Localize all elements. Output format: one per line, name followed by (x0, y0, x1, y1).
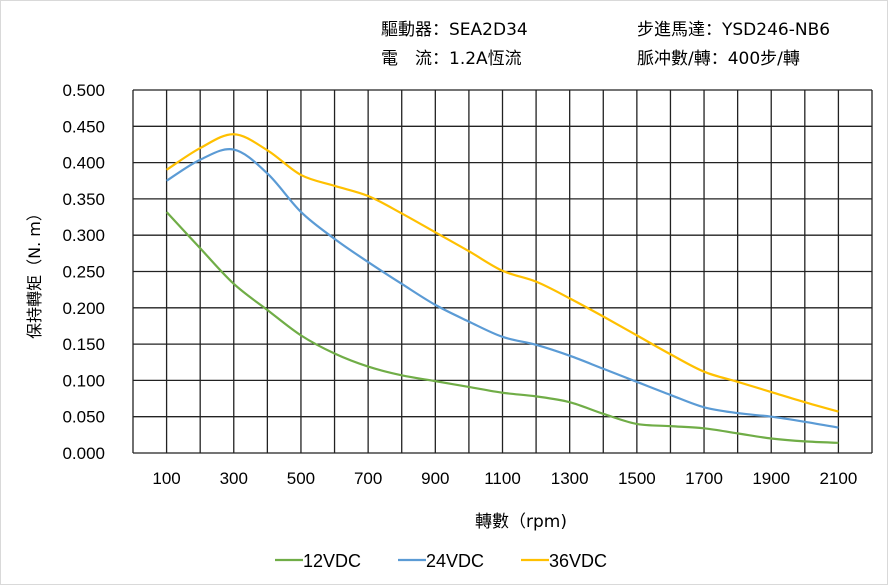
x-tick-label: 1900 (752, 469, 790, 488)
y-axis-label: 保持轉矩（N. m） (25, 205, 44, 339)
y-tick-label: 0.400 (62, 154, 105, 173)
current-label: 電 流： (381, 49, 449, 69)
y-tick-label: 0.050 (62, 408, 105, 427)
grid (132, 89, 873, 454)
y-tick-label: 0.000 (62, 444, 105, 463)
x-axis-label: 轉數（rpm) (475, 512, 567, 532)
y-tick-label: 0.500 (62, 81, 105, 100)
y-tick-label: 0.150 (62, 335, 105, 354)
current-info: 電 流：1.2A恆流 (381, 44, 522, 69)
y-tick-label: 0.300 (62, 226, 105, 245)
y-tick-label: 0.200 (62, 299, 105, 318)
y-tick-labels: 0.000 0.050 0.100 0.150 0.200 0.250 0.300 0.350… (62, 81, 105, 463)
x-tick-label: 1100 (484, 469, 521, 488)
motor-info: 步進馬達：YSD246-NB6 (637, 15, 830, 40)
x-tick-label: 900 (421, 469, 449, 488)
legend-label: 12VDC (303, 551, 361, 571)
x-tick-label: 300 (220, 469, 248, 488)
y-tick-label: 0.250 (62, 263, 105, 282)
y-tick-label: 0.350 (62, 190, 105, 209)
driver-info: 驅動器：SEA2D34 (381, 15, 528, 40)
legend-label: 36VDC (549, 551, 607, 571)
series-line-36VDC (165, 133, 839, 413)
pulses-value: 400步/轉 (727, 49, 800, 69)
x-tick-label: 100 (152, 469, 180, 488)
x-tick-label: 1300 (551, 469, 589, 488)
x-tick-label: 1700 (685, 469, 723, 488)
y-tick-label: 0.450 (62, 117, 105, 136)
pulses-label: 脈冲數/轉： (637, 49, 728, 69)
motor-label: 步進馬達： (637, 20, 722, 40)
motor-value: YSD246-NB6 (722, 20, 831, 40)
y-tick-label: 0.100 (62, 371, 105, 390)
series-line-12VDC (165, 211, 839, 444)
series-lines (165, 133, 839, 444)
driver-value: SEA2D34 (449, 20, 528, 40)
x-tick-label: 700 (354, 469, 382, 488)
pulses-info: 脈冲數/轉：400步/轉 (637, 44, 800, 69)
driver-label: 驅動器： (381, 20, 449, 40)
series-line-24VDC (166, 147, 839, 429)
x-tick-label: 1500 (618, 469, 656, 488)
current-value: 1.2A恆流 (449, 49, 522, 69)
x-tick-label: 500 (287, 469, 315, 488)
x-tick-labels: 100 300 500 700 900 1100 1300 1500 1700 1900 2100 (152, 469, 857, 488)
legend-label: 24VDC (426, 551, 484, 571)
x-tick-label: 2100 (819, 469, 857, 488)
legend: 12VDC 24VDC 36VDC (275, 551, 607, 571)
